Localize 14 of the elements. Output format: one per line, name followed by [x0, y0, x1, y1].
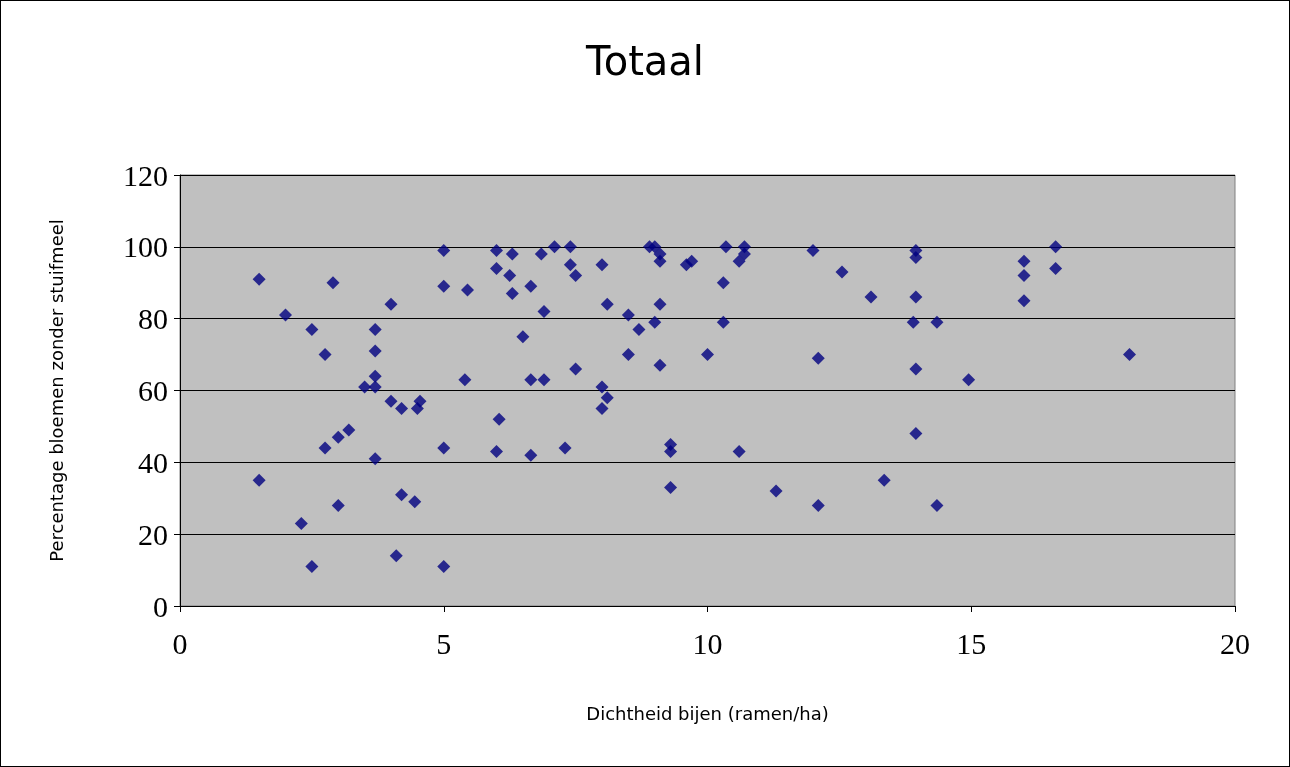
y-tick-label: 80: [138, 302, 168, 336]
y-tick-label: 20: [138, 517, 168, 551]
y-tick-label: 0: [153, 589, 168, 623]
y-tick-label: 120: [123, 158, 168, 192]
y-tick-label: 40: [138, 445, 168, 479]
x-axis-title: Dichtheid bijen (ramen/ha): [586, 702, 829, 724]
x-tick-label: 20: [1220, 626, 1250, 660]
x-tick-label: 5: [436, 626, 452, 660]
x-tick-label: 10: [692, 626, 723, 660]
y-tick-label: 60: [138, 374, 168, 407]
y-axis-title: Percentage bloemen zonder stuifmeel: [45, 219, 67, 562]
chart-title: Totaal: [585, 38, 704, 84]
y-tick-label: 100: [123, 230, 168, 264]
x-tick-label: 15: [956, 626, 987, 660]
